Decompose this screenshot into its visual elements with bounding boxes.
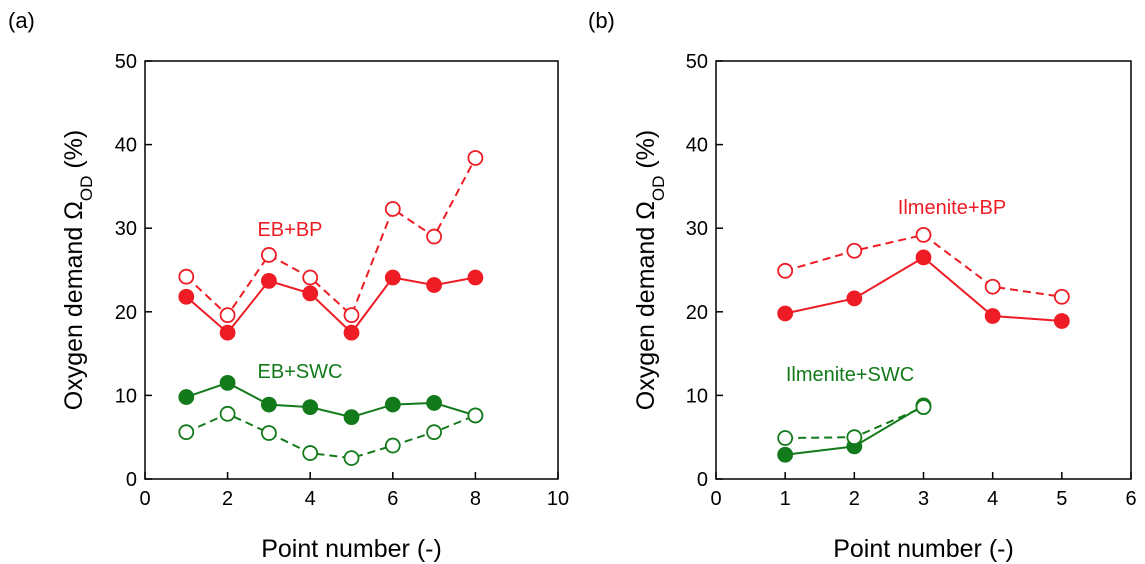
data-point xyxy=(846,242,863,259)
y-tick-label: 10 xyxy=(115,385,137,407)
data-point xyxy=(384,201,401,217)
data-point xyxy=(426,424,443,441)
data-point xyxy=(846,429,863,446)
y-tick-label: 50 xyxy=(686,51,708,73)
x-tick-label: 2 xyxy=(849,488,860,510)
data-point xyxy=(302,445,319,461)
data-point xyxy=(343,409,360,426)
data-point xyxy=(302,269,319,286)
data-point xyxy=(343,450,360,467)
y-axis-label-part: Oxygen demand Ω xyxy=(632,201,660,410)
data-point xyxy=(1053,313,1070,329)
data-point xyxy=(777,430,794,446)
x-tick-label: 4 xyxy=(305,488,316,510)
y-axis-label: Oxygen demand ΩOD (%) xyxy=(60,130,96,410)
data-point xyxy=(777,305,794,322)
data-point xyxy=(467,407,484,424)
data-point xyxy=(260,425,277,441)
data-point xyxy=(178,268,195,285)
data-point xyxy=(426,228,443,245)
data-point xyxy=(260,247,277,263)
data-point xyxy=(260,396,277,413)
data-point xyxy=(219,374,236,391)
x-tick-label: 6 xyxy=(387,488,398,510)
data-point xyxy=(984,308,1001,324)
panel: (b) 0 1 2 3 4 5 6 0 10 20 30 40 50 Point number (-) Oxy… xyxy=(588,8,1137,563)
series-line xyxy=(185,157,477,317)
data-point xyxy=(384,437,401,454)
y-tick-label: 50 xyxy=(115,51,137,73)
data-point xyxy=(426,277,443,293)
y-tick-label: 10 xyxy=(686,385,708,407)
data-point xyxy=(384,269,401,286)
data-point xyxy=(984,278,1001,295)
x-tick-label: 2 xyxy=(222,488,233,510)
x-tick-label: 4 xyxy=(987,488,998,510)
data-point xyxy=(846,290,863,307)
annotation: EB+SWC xyxy=(257,361,342,383)
y-tick-label: 40 xyxy=(686,135,708,157)
y-axis-label: Oxygen demand ΩOD (%) xyxy=(632,130,668,410)
series-line xyxy=(784,233,1062,298)
x-tick-label: 8 xyxy=(470,488,481,510)
data-point xyxy=(777,446,794,463)
x-tick-label: 10 xyxy=(547,488,569,510)
data-point xyxy=(219,324,236,341)
panel: (a) 0 2 4 6 8 10 0 10 20 30 40 50 Point number (-) Oxy… xyxy=(8,8,569,563)
data-point xyxy=(219,405,236,422)
y-tick-label: 30 xyxy=(686,218,708,240)
y-axis-label-part: (%) xyxy=(60,130,88,176)
y-tick-label: 30 xyxy=(115,218,137,240)
x-axis-label: Point number (-) xyxy=(261,535,442,563)
data-point xyxy=(467,150,484,166)
data-point xyxy=(219,307,236,324)
data-point xyxy=(302,285,319,302)
y-tick-label: 40 xyxy=(115,135,137,157)
x-axis-label: Point number (-) xyxy=(833,535,1014,563)
y-tick-label: 20 xyxy=(686,302,708,324)
data-point xyxy=(384,396,401,413)
annotation: Ilmenite+BP xyxy=(898,197,1006,219)
plot-frame xyxy=(144,60,559,480)
data-point xyxy=(777,262,794,279)
y-tick-label: 20 xyxy=(115,302,137,324)
data-point xyxy=(915,249,932,266)
y-tick-label: 0 xyxy=(126,469,137,491)
y-tick-label: 0 xyxy=(697,469,708,491)
x-tick-label: 3 xyxy=(918,488,929,510)
data-point xyxy=(426,395,443,411)
data-point xyxy=(915,399,932,416)
data-point xyxy=(343,324,360,341)
data-point xyxy=(260,272,277,289)
x-tick-label: 5 xyxy=(1056,488,1067,510)
data-point xyxy=(178,424,195,441)
data-point xyxy=(343,307,360,324)
x-tick-label: 6 xyxy=(1125,488,1136,510)
x-tick-label: 1 xyxy=(780,488,791,510)
annotation: EB+BP xyxy=(257,219,322,241)
data-point xyxy=(178,389,195,405)
data-point xyxy=(467,269,484,286)
data-point xyxy=(915,226,932,243)
x-tick-label: 0 xyxy=(710,488,721,510)
y-axis-label-part: Oxygen demand Ω xyxy=(60,201,88,410)
data-point xyxy=(178,288,195,305)
panel-label: (a) xyxy=(8,8,35,33)
data-point xyxy=(1053,288,1070,305)
panel-label: (b) xyxy=(588,8,615,33)
y-axis-label-part: OD xyxy=(649,176,668,202)
x-tick-label: 0 xyxy=(139,488,150,510)
data-point xyxy=(302,399,319,416)
annotation: Ilmenite+SWC xyxy=(786,364,914,386)
y-axis-label-part: (%) xyxy=(632,130,660,176)
series-line xyxy=(784,256,1062,322)
y-axis-label-part: OD xyxy=(77,176,96,202)
